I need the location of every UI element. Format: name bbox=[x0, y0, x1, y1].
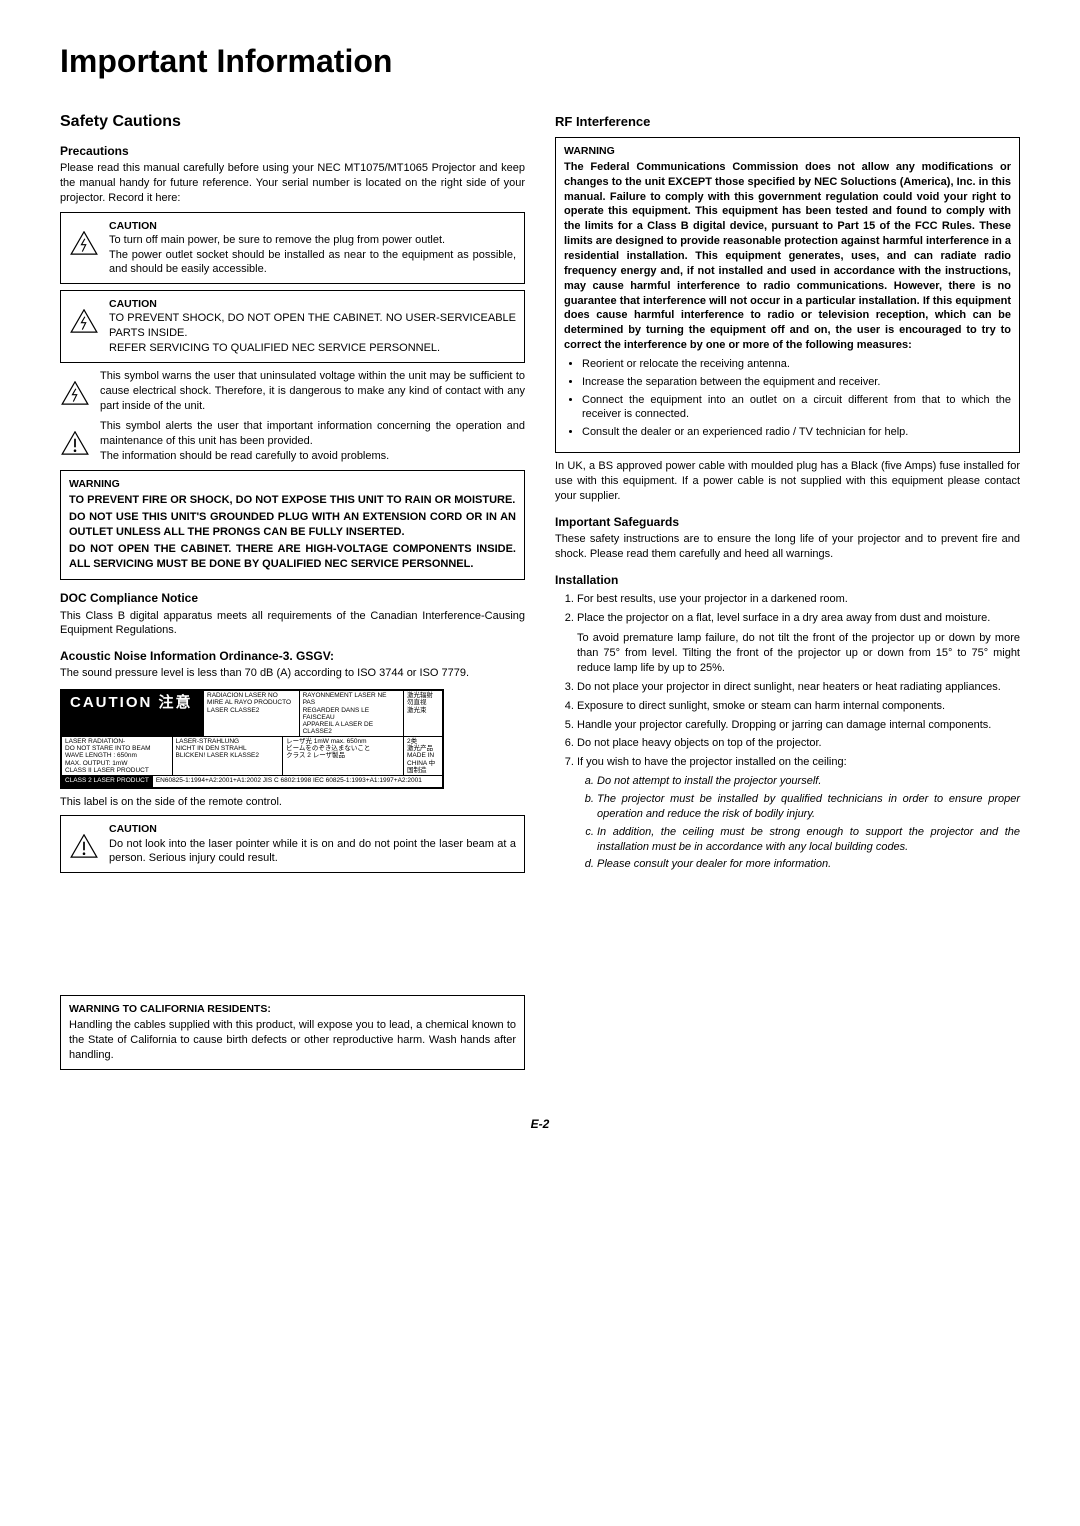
symbol-row-1: This symbol warns the user that uninsula… bbox=[60, 369, 525, 414]
left-column: Safety Cautions Precautions Please read … bbox=[60, 103, 525, 1076]
rf-bullet-2: Increase the separation between the equi… bbox=[582, 375, 1011, 390]
caution-box-3: CAUTION Do not look into the laser point… bbox=[60, 815, 525, 873]
label-cell: LASER CLASSE2 bbox=[207, 707, 296, 714]
label-cell: APPAREIL A LASER DE CLASSE2 bbox=[303, 721, 400, 735]
label-cell: MAX. OUTPUT: 1mW bbox=[65, 760, 169, 767]
rf-heading: RF Interference bbox=[555, 113, 1020, 131]
label-cell: MADE IN CHINA 中国制造 bbox=[407, 752, 439, 773]
install-item-6: Do not place heavy objects on top of the… bbox=[577, 736, 1020, 751]
install-7d: Please consult your dealer for more info… bbox=[597, 857, 1020, 872]
ca-warn-title: WARNING TO CALIFORNIA RESIDENTS: bbox=[69, 1002, 516, 1016]
label-cell: REGARDER DANS LE FAISCEAU bbox=[303, 707, 400, 721]
label-cell: MIRE AL RAYO PRODUCTO bbox=[207, 699, 296, 706]
rf-warning-title: WARNING bbox=[564, 144, 1011, 158]
install-item-1: For best results, use your projector in … bbox=[577, 592, 1020, 607]
install-item-5: Handle your projector carefully. Droppin… bbox=[577, 718, 1020, 733]
laser-caution-label: CAUTION 注意 RADIACION LASER NO MIRE AL RA… bbox=[60, 689, 444, 788]
install-item-7: If you wish to have the projector instal… bbox=[577, 755, 1020, 872]
content-columns: Safety Cautions Precautions Please read … bbox=[60, 103, 1020, 1076]
exclamation-icon bbox=[60, 419, 90, 455]
shock-icon bbox=[69, 297, 99, 333]
doc-text: This Class B digital apparatus meets all… bbox=[60, 609, 525, 639]
install-7c: In addition, the ceiling must be strong … bbox=[597, 825, 1020, 855]
installation-heading: Installation bbox=[555, 572, 1020, 588]
warning-line-3: DO NOT OPEN THE CABINET. THERE ARE HIGH-… bbox=[69, 542, 516, 572]
warning-line-2: DO NOT USE THIS UNIT'S GROUNDED PLUG WIT… bbox=[69, 510, 516, 540]
symbol-row-2: This symbol alerts the user that importa… bbox=[60, 419, 525, 464]
install-7-sublist: Do not attempt to install the projector … bbox=[577, 774, 1020, 872]
safeguards-text: These safety instructions are to ensure … bbox=[555, 532, 1020, 562]
rf-bullet-1: Reorient or relocate the receiving anten… bbox=[582, 357, 1011, 372]
label-bottom-a: CLASS 2 LASER PRODUCT bbox=[62, 776, 152, 787]
label-cell: LASER-STRAHLUNG bbox=[176, 738, 280, 745]
install-item-2: Place the projector on a flat, level sur… bbox=[577, 611, 1020, 676]
label-cell: 勿直视 bbox=[407, 699, 439, 706]
install-7a: Do not attempt to install the projector … bbox=[597, 774, 1020, 789]
install-2b: To avoid premature lamp failure, do not … bbox=[577, 631, 1020, 676]
label-header: CAUTION 注意 bbox=[62, 691, 203, 736]
precautions-text: Please read this manual carefully before… bbox=[60, 161, 525, 206]
warning-box: WARNING TO PREVENT FIRE OR SHOCK, DO NOT… bbox=[60, 470, 525, 580]
label-cell: WAVE LENGTH : 650nm bbox=[65, 752, 169, 759]
precautions-heading: Precautions bbox=[60, 143, 525, 159]
shock-icon bbox=[60, 369, 90, 405]
exclamation-icon bbox=[69, 822, 99, 858]
label-cell: RADIACION LASER NO bbox=[207, 692, 296, 699]
install-item-4: Exposure to direct sunlight, smoke or st… bbox=[577, 699, 1020, 714]
page-title: Important Information bbox=[60, 40, 1020, 83]
caution-box-1: CAUTION To turn off main power, be sure … bbox=[60, 212, 525, 285]
caution-box-2: CAUTION TO PREVENT SHOCK, DO NOT OPEN TH… bbox=[60, 290, 525, 363]
california-warning-box: WARNING TO CALIFORNIA RESIDENTS: Handlin… bbox=[60, 995, 525, 1070]
caution-1-title: CAUTION bbox=[109, 219, 516, 233]
right-column: RF Interference WARNING The Federal Comm… bbox=[555, 103, 1020, 1076]
install-7-intro: If you wish to have the projector instal… bbox=[577, 756, 847, 768]
caution-1-text: To turn off main power, be sure to remov… bbox=[109, 233, 516, 278]
page-number: E-2 bbox=[60, 1116, 1020, 1132]
acoustic-text: The sound pressure level is less than 70… bbox=[60, 666, 525, 681]
safeguards-heading: Important Safeguards bbox=[555, 514, 1020, 530]
label-cell: クラス 2 レーザ製品 bbox=[286, 752, 400, 759]
shock-icon bbox=[69, 219, 99, 255]
install-7b: The projector must be installed by quali… bbox=[597, 792, 1020, 822]
label-cell: 激光产品 bbox=[407, 745, 439, 752]
label-cell: 激光束 bbox=[407, 707, 439, 714]
installation-list: For best results, use your projector in … bbox=[555, 592, 1020, 873]
rf-warning-text: The Federal Communications Commission do… bbox=[564, 160, 1011, 353]
label-cell: BLICKEN! LASER KLASSE2 bbox=[176, 752, 280, 759]
uk-text: In UK, a BS approved power cable with mo… bbox=[555, 459, 1020, 504]
doc-heading: DOC Compliance Notice bbox=[60, 590, 525, 606]
install-2a: Place the projector on a flat, level sur… bbox=[577, 612, 990, 624]
label-cell: CLASS II LASER PRODUCT bbox=[65, 767, 169, 774]
caution-2-title: CAUTION bbox=[109, 297, 516, 311]
acoustic-heading: Acoustic Noise Information Ordinance-3. … bbox=[60, 648, 525, 664]
label-cell: NICHT IN DEN STRAHL bbox=[176, 745, 280, 752]
symbol-1-text: This symbol warns the user that uninsula… bbox=[100, 369, 525, 414]
ca-warn-text: Handling the cables supplied with this p… bbox=[69, 1018, 516, 1063]
rf-bullet-3: Connect the equipment into an outlet on … bbox=[582, 393, 1011, 423]
caution-2-text: TO PREVENT SHOCK, DO NOT OPEN THE CABINE… bbox=[109, 311, 516, 356]
warning-title: WARNING bbox=[69, 477, 516, 491]
caution-3-text: Do not look into the laser pointer while… bbox=[109, 837, 516, 867]
label-cell: RAYONNEMENT LASER NE PAS bbox=[303, 692, 400, 706]
label-cell: LASER RADIATION- bbox=[65, 738, 169, 745]
label-bottom-b: EN60825-1:1994+A2:2001+A1:2002 JIS C 680… bbox=[152, 776, 442, 787]
safety-cautions-heading: Safety Cautions bbox=[60, 111, 525, 133]
warning-line-1: TO PREVENT FIRE OR SHOCK, DO NOT EXPOSE … bbox=[69, 493, 516, 508]
install-item-3: Do not place your projector in direct su… bbox=[577, 680, 1020, 695]
label-caption: This label is on the side of the remote … bbox=[60, 795, 525, 810]
rf-bullet-list: Reorient or relocate the receiving anten… bbox=[564, 357, 1011, 440]
rf-bullet-4: Consult the dealer or an experienced rad… bbox=[582, 425, 1011, 440]
caution-3-title: CAUTION bbox=[109, 822, 516, 836]
label-cell: DO NOT STARE INTO BEAM bbox=[65, 745, 169, 752]
rf-warning-box: WARNING The Federal Communications Commi… bbox=[555, 137, 1020, 453]
symbol-2-text: This symbol alerts the user that importa… bbox=[100, 419, 525, 464]
